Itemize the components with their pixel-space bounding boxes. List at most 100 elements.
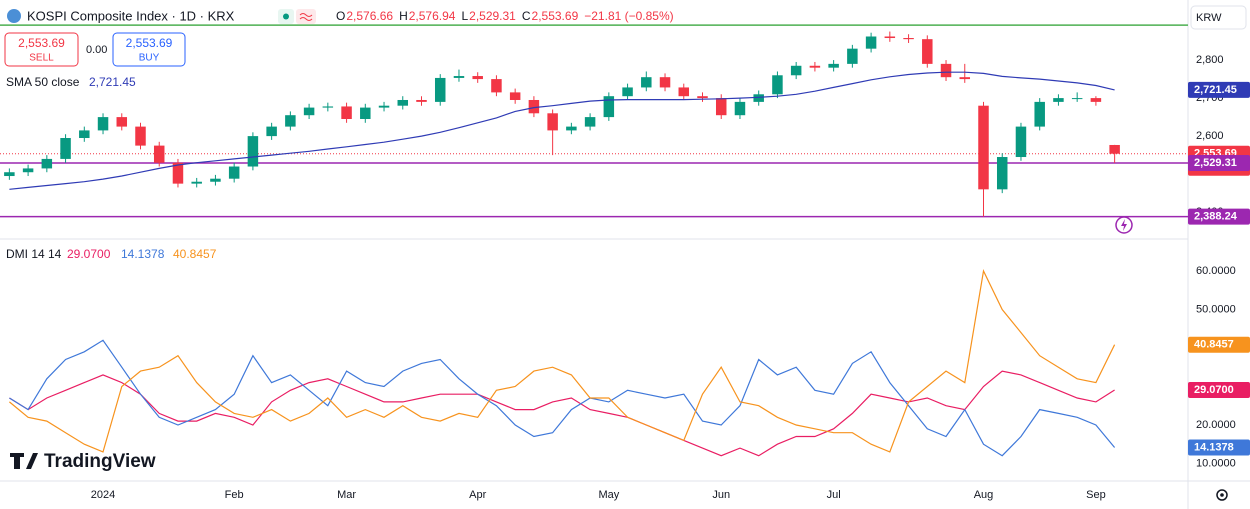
candle-body — [584, 117, 596, 127]
sell-button[interactable] — [4, 32, 79, 67]
candle-body — [360, 107, 371, 119]
candle-body — [22, 168, 34, 173]
axis-tag — [1188, 81, 1250, 98]
status-badge — [296, 9, 316, 24]
candle-body — [1015, 126, 1027, 158]
candle-body — [1109, 144, 1120, 154]
candle-body — [97, 117, 109, 131]
candle-body — [472, 76, 483, 80]
symbol-icon — [7, 9, 21, 23]
axis-tag — [1188, 439, 1250, 456]
y-tick-label: 2,600 — [1196, 130, 1224, 142]
candle-body — [116, 117, 128, 127]
axis-tag-label: 2,529.31 — [1194, 157, 1237, 169]
candle-body — [847, 48, 858, 64]
candle-body — [341, 106, 352, 119]
plus-di-value: 14.1378 — [121, 247, 165, 261]
y-tick-label: 2,800 — [1196, 54, 1224, 66]
ohlc-value: 2,553.69 — [532, 9, 579, 23]
candle-body — [453, 76, 465, 78]
y-tick-label: 50.0000 — [1196, 303, 1236, 315]
candle-body — [397, 99, 409, 106]
currency: KRW — [1196, 12, 1222, 24]
candle-body — [210, 178, 221, 182]
candle-body — [285, 115, 296, 127]
axis-tag — [1188, 154, 1250, 171]
candle-body — [996, 157, 1008, 190]
ohlc-change: −21.81 (−0.85%) — [584, 9, 673, 23]
settings-icon-center — [1220, 493, 1224, 497]
candle-body — [809, 65, 821, 68]
brand: TradingView — [44, 451, 156, 472]
candle-body — [978, 105, 989, 190]
candle-body — [60, 138, 71, 159]
spread: 0.00 — [86, 44, 107, 56]
candle-body — [1053, 98, 1064, 102]
dmi-legend: DMI 14 14 — [6, 247, 62, 261]
status-wave — [299, 13, 313, 21]
buy-button[interactable] — [112, 32, 186, 67]
candle-body — [4, 172, 15, 177]
buy-price: 2,553.69 — [126, 36, 173, 50]
ohlc-value: 2,529.31 — [469, 9, 516, 23]
ohlc-value: 2,576.66 — [346, 9, 393, 23]
sma-value: 2,721.45 — [89, 75, 136, 89]
candle-body — [659, 77, 671, 88]
status-dot — [283, 13, 289, 20]
x-tick-label: Apr — [469, 489, 486, 501]
candle-body — [959, 77, 971, 80]
candle-body — [678, 87, 690, 97]
candle-body — [697, 96, 708, 99]
ohlc-key: H — [399, 9, 408, 23]
candle-body — [528, 99, 540, 114]
candle-body — [828, 63, 839, 68]
axis-tag — [1188, 208, 1250, 225]
candle-body — [434, 77, 446, 102]
candle-body — [715, 98, 727, 116]
x-tick-label: Mar — [337, 489, 356, 501]
candle-body — [772, 75, 783, 95]
axis-tag-label: 29.0700 — [1194, 384, 1234, 396]
axis-tag-label: 14.1378 — [1194, 441, 1234, 453]
candle-body — [865, 36, 877, 49]
candle-body — [153, 145, 165, 163]
candle-body — [79, 130, 90, 139]
candle-body — [622, 87, 633, 97]
overlay: KOSPI Composite Index · 1D · KRX O 2,576.… — [4, 5, 1247, 501]
sell-price: 2,553.69 — [18, 36, 65, 50]
series-line — [9, 339, 1116, 457]
candle-body — [734, 101, 746, 116]
candle-body — [1034, 101, 1045, 127]
x-tick-label: Jul — [827, 489, 841, 501]
candle-body — [922, 39, 933, 64]
symbol-title: KOSPI Composite Index · 1D · KRX — [27, 8, 235, 23]
candle-body — [191, 181, 202, 184]
candle-body — [491, 79, 502, 93]
candle-body — [1090, 98, 1102, 102]
candle-body — [547, 113, 558, 131]
settings-icon[interactable] — [1216, 489, 1228, 501]
series-line — [9, 269, 1116, 453]
axis-tag — [1188, 382, 1250, 399]
candle-body — [903, 38, 914, 40]
y-tick-label: 10.0000 — [1196, 457, 1236, 469]
axis-tag-label: 2,388.24 — [1194, 211, 1238, 223]
x-tick-label: 2024 — [91, 489, 115, 501]
candle-body — [378, 105, 390, 108]
currency-box[interactable] — [1190, 5, 1247, 30]
y-tick-label: 60.0000 — [1196, 265, 1236, 277]
candle-body — [266, 126, 277, 137]
candle-body — [135, 126, 146, 146]
candle-body — [940, 63, 952, 78]
candle-body — [416, 99, 427, 102]
candle-body — [884, 36, 896, 39]
ohlc-key: O — [336, 9, 345, 23]
minus-di-value: 40.8457 — [173, 247, 217, 261]
axis-tag-label: 40.8457 — [1194, 339, 1234, 351]
candle-body — [753, 94, 764, 102]
adx-value: 29.0700 — [67, 247, 111, 261]
axis-tag — [1188, 336, 1250, 353]
candle-body — [641, 77, 652, 88]
